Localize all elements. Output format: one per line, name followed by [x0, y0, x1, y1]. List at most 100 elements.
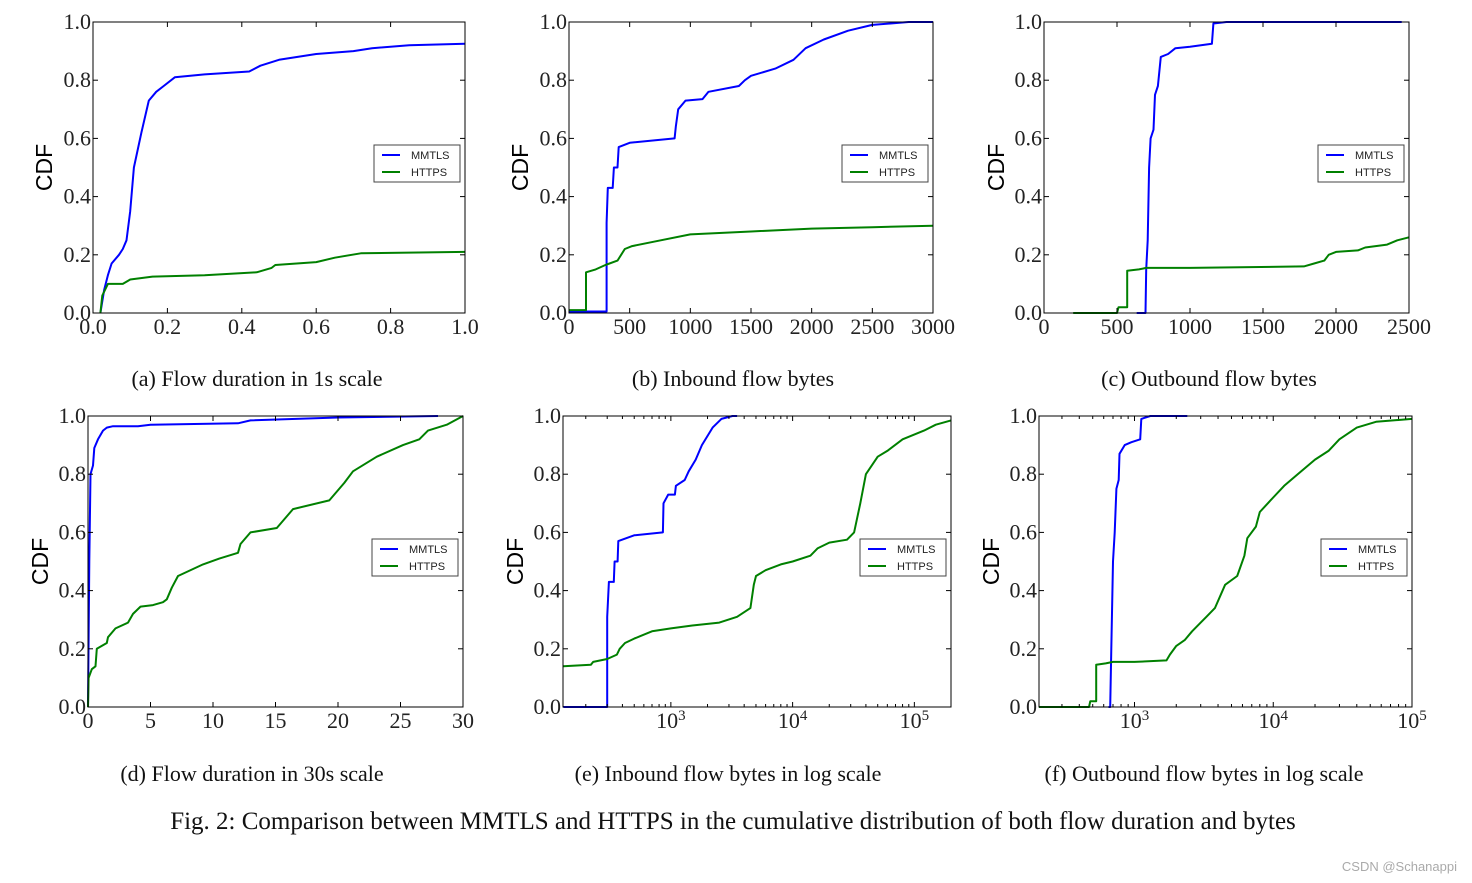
- legend-label-mmtls: MMTLS: [897, 544, 936, 556]
- x-tick-label: 0: [564, 314, 575, 339]
- y-tick-label: 0.0: [59, 694, 87, 719]
- legend-box: [859, 538, 947, 577]
- y-tick-label: 0.0: [1010, 694, 1038, 719]
- series-line-mmtls: [1108, 415, 1188, 708]
- y-tick-label: 1.0: [59, 403, 87, 428]
- x-tick-label: 0.2: [154, 314, 182, 339]
- x-tick-label: 500: [613, 314, 646, 339]
- y-tick-label: 0.4: [540, 184, 568, 209]
- y-axis-label: CDF: [31, 144, 57, 191]
- y-tick-label: 0.6: [64, 125, 92, 150]
- plot-frame: [562, 415, 952, 708]
- x-tick-label: 0.0: [79, 314, 107, 339]
- y-tick-label: 0.8: [64, 67, 92, 92]
- y-tick-label: 0.6: [1015, 125, 1043, 150]
- x-tick-label: 25: [390, 708, 412, 733]
- plot-frame: [1043, 21, 1410, 314]
- series-line-mmtls: [1136, 21, 1402, 314]
- x-tick-label: 1000: [668, 314, 712, 339]
- series-line-https: [563, 419, 952, 668]
- x-tick-label: 1500: [1241, 314, 1285, 339]
- y-tick-label: 1.0: [1015, 9, 1043, 34]
- y-tick-label: 0.0: [540, 300, 568, 325]
- y-tick-label: 0.6: [59, 519, 87, 544]
- legend-label-https: HTTPS: [879, 167, 915, 179]
- series-line-mmtls: [87, 415, 439, 708]
- subplot-c: 0.0 0.2 0.4 0.6 0.8 1.0 0 500 1000 1500 2000 2500 CD…: [983, 9, 1431, 391]
- series-line-https: [87, 415, 464, 708]
- legend: MMTLS HTTPS: [373, 144, 461, 183]
- series-line-https: [569, 224, 934, 312]
- y-axis-label: CDF: [978, 538, 1004, 585]
- series-line-mmtls: [99, 42, 466, 314]
- x-tick-label: 103: [656, 708, 686, 733]
- x-tick-label: 105: [1397, 708, 1427, 733]
- x-tick-label: 30: [452, 708, 474, 733]
- x-tick-label: 5: [145, 708, 156, 733]
- y-axis-label: CDF: [507, 144, 533, 191]
- y-tick-label: 0.0: [1015, 300, 1043, 325]
- x-tick-label: 2000: [1314, 314, 1358, 339]
- y-tick-label: 0.0: [64, 300, 92, 325]
- legend: MMTLS HTTPS: [1320, 538, 1408, 577]
- y-tick-label: 0.8: [59, 461, 87, 486]
- x-tick-label: 1000: [1168, 314, 1212, 339]
- x-tick-label: 1500: [729, 314, 773, 339]
- x-tick-label: 2000: [790, 314, 834, 339]
- legend: MMTLS HTTPS: [841, 144, 929, 183]
- figure-caption: Fig. 2: Comparison between MMTLS and HTT…: [170, 808, 1296, 835]
- x-tick-label: 10: [202, 708, 224, 733]
- legend-label-mmtls: MMTLS: [411, 150, 450, 162]
- x-tick-label: 0.6: [302, 314, 330, 339]
- y-tick-label: 0.4: [1010, 578, 1038, 603]
- subplot-b: 0.0 0.2 0.4 0.6 0.8 1.0 0 500 1000 1500 2000 2500 30…: [507, 9, 955, 391]
- legend-label-mmtls: MMTLS: [879, 150, 918, 162]
- y-tick-label: 0.6: [540, 125, 568, 150]
- y-tick-label: 1.0: [64, 9, 92, 34]
- subplot-caption: (f) Outbound flow bytes in log scale: [1045, 761, 1364, 786]
- subplot-f: 0.0 0.2 0.4 0.6 0.8 1.0 103 104 105 CDF MMTLS HTTPS…: [978, 403, 1427, 786]
- legend-label-https: HTTPS: [1355, 167, 1391, 179]
- x-tick-label: 0.8: [377, 314, 405, 339]
- legend: MMTLS HTTPS: [371, 538, 459, 577]
- y-tick-label: 0.2: [540, 242, 568, 267]
- x-tick-label: 104: [1258, 708, 1288, 733]
- y-axis-label: CDF: [27, 538, 53, 585]
- y-tick-label: 0.8: [1015, 67, 1043, 92]
- x-tick-label: 0: [83, 708, 94, 733]
- x-tick-label: 2500: [1387, 314, 1431, 339]
- y-tick-label: 1.0: [540, 9, 568, 34]
- series-line-mmtls: [569, 21, 933, 313]
- legend-label-https: HTTPS: [1358, 561, 1394, 573]
- y-tick-label: 0.2: [534, 636, 562, 661]
- legend-box: [1317, 144, 1405, 183]
- x-tick-label: 1.0: [451, 314, 479, 339]
- subplot-caption: (c) Outbound flow bytes: [1101, 366, 1317, 391]
- subplot-caption: (b) Inbound flow bytes: [632, 366, 834, 391]
- watermark: CSDN @Schanappi: [1342, 859, 1457, 874]
- subplot-caption: (d) Flow duration in 30s scale: [120, 761, 383, 786]
- y-tick-label: 0.4: [64, 184, 92, 209]
- series-line-https: [99, 250, 466, 314]
- y-tick-label: 0.2: [59, 636, 87, 661]
- x-tick-label: 500: [1101, 314, 1134, 339]
- subplot-a: 0.0 0.2 0.4 0.6 0.8 1.0 0.0 0.2 0.4 0.6 0.8 1.0 CDF M…: [31, 9, 479, 391]
- series-line-mmtls: [563, 415, 738, 708]
- y-tick-label: 0.2: [1010, 636, 1038, 661]
- y-tick-label: 1.0: [1010, 403, 1038, 428]
- x-tick-label: 103: [1120, 708, 1150, 733]
- legend: MMTLS HTTPS: [1317, 144, 1405, 183]
- legend-label-mmtls: MMTLS: [1355, 150, 1394, 162]
- x-tick-label: 3000: [911, 314, 955, 339]
- subplot-d: 0.0 0.2 0.4 0.6 0.8 1.0 0 5 10 15 20 25 30 CDF MMTLS HT…: [27, 403, 474, 786]
- legend-box: [373, 144, 461, 183]
- y-axis-label: CDF: [502, 538, 528, 585]
- x-tick-label: 20: [327, 708, 349, 733]
- legend: MMTLS HTTPS: [859, 538, 947, 577]
- subplot-e: 0.0 0.2 0.4 0.6 0.8 1.0 103 104 105 CDF MMTLS HTTPS…: [502, 403, 952, 786]
- series-line-https: [1073, 236, 1410, 314]
- y-tick-label: 0.4: [534, 578, 562, 603]
- y-tick-label: 0.8: [540, 67, 568, 92]
- y-tick-label: 1.0: [534, 403, 562, 428]
- subplot-caption: (a) Flow duration in 1s scale: [131, 366, 382, 391]
